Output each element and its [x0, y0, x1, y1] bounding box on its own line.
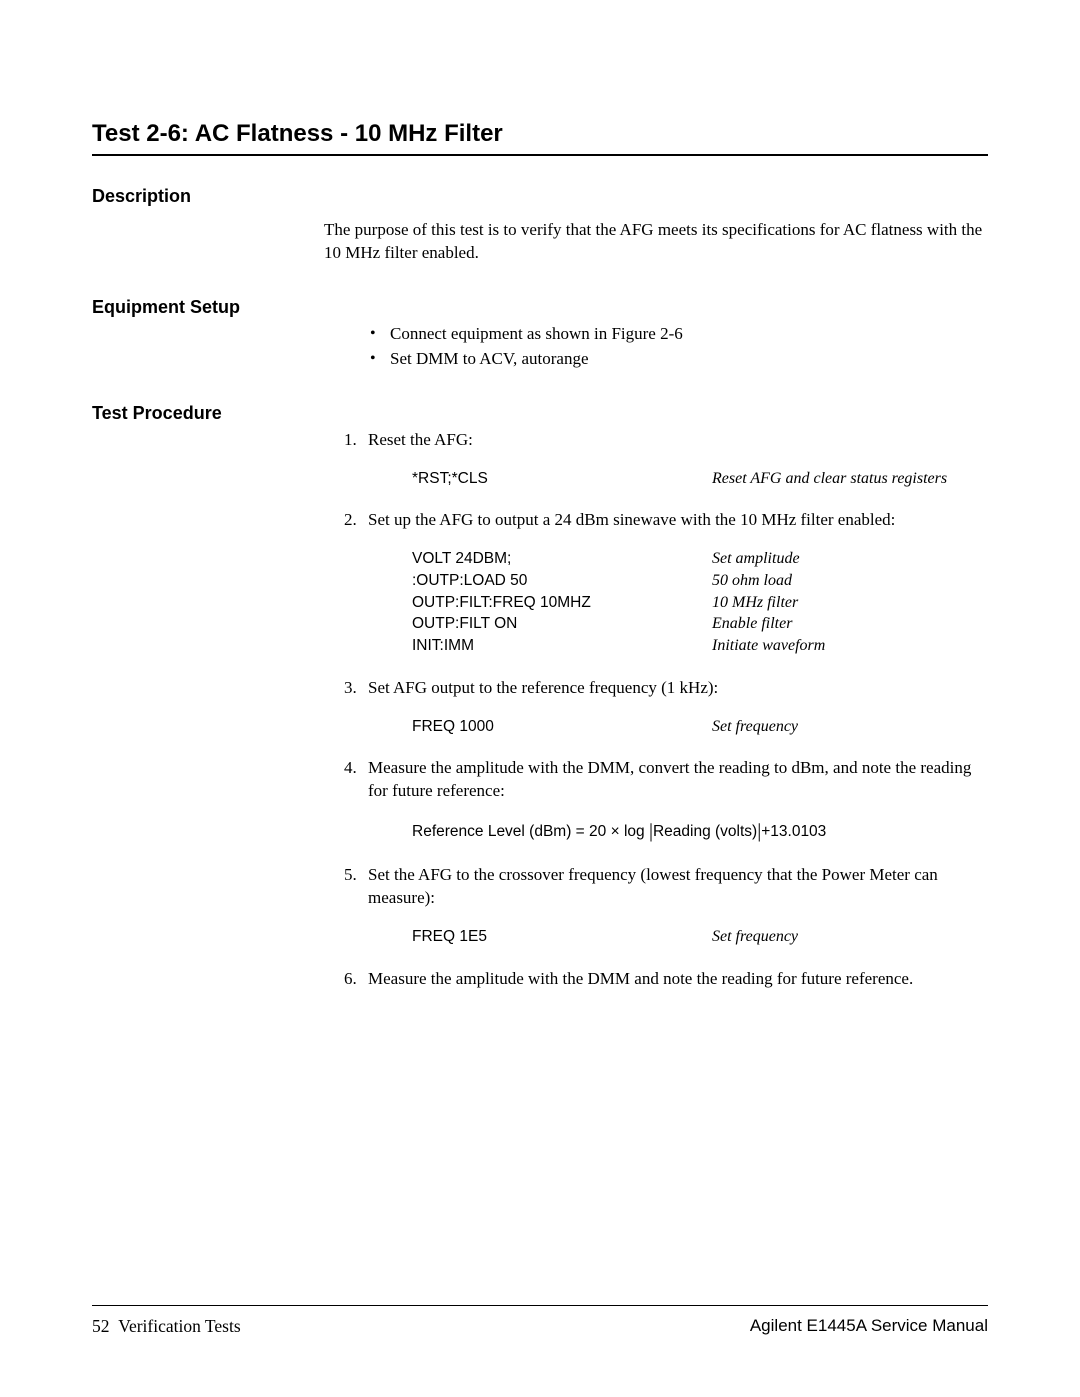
procedure-step: 2. Set up the AFG to output a 24 dBm sin… [344, 509, 988, 656]
step-text: Set AFG output to the reference frequenc… [368, 678, 718, 697]
equipment-bullet: Connect equipment as shown in Figure 2-6 [370, 323, 988, 346]
command-annotation: Set amplitude [712, 548, 825, 570]
procedure-step: 3. Set AFG output to the reference frequ… [344, 677, 988, 738]
command-annotation: Set frequency [712, 926, 798, 948]
footer-section-label: Verification Tests [118, 1316, 240, 1336]
command-line: OUTP:FILT ON [412, 613, 712, 635]
step-number: 2. [344, 509, 357, 532]
step-text: Reset the AFG: [368, 430, 473, 449]
page-footer: 52 Verification Tests Agilent E1445A Ser… [92, 1305, 988, 1337]
command-line: :OUTP:LOAD 50 [412, 570, 712, 592]
step-number: 6. [344, 968, 357, 991]
step-text: Set up the AFG to output a 24 dBm sinewa… [368, 510, 895, 529]
command-line: *RST;*CLS [412, 468, 712, 490]
step-number: 3. [344, 677, 357, 700]
command-annotation: Initiate waveform [712, 635, 825, 657]
description-text: The purpose of this test is to verify th… [324, 219, 988, 265]
procedure-heading: Test Procedure [92, 401, 324, 1011]
step-number: 4. [344, 757, 357, 780]
command-line: INIT:IMM [412, 635, 712, 657]
procedure-step: 4. Measure the amplitude with the DMM, c… [344, 757, 988, 844]
equipment-bullet: Set DMM to ACV, autorange [370, 348, 988, 371]
procedure-step: 5. Set the AFG to the crossover frequenc… [344, 864, 988, 948]
command-annotation: Enable filter [712, 613, 825, 635]
step-text: Set the AFG to the crossover frequency (… [368, 865, 938, 907]
step-text: Measure the amplitude with the DMM, conv… [368, 758, 971, 800]
footer-manual-label: Agilent E1445A Service Manual [750, 1316, 988, 1337]
procedure-step: 1. Reset the AFG: *RST;*CLS Reset AFG an… [344, 429, 988, 490]
equipment-heading: Equipment Setup [92, 295, 324, 389]
description-heading: Description [92, 184, 324, 207]
command-line: OUTP:FILT:FREQ 10MHZ [412, 592, 712, 614]
command-annotation: Set frequency [712, 716, 798, 738]
command-annotation: Reset AFG and clear status registers [712, 468, 947, 490]
command-line: FREQ 1E5 [412, 926, 712, 948]
step-text: Measure the amplitude with the DMM and n… [368, 969, 913, 988]
command-line: VOLT 24DBM; [412, 548, 712, 570]
step-number: 1. [344, 429, 357, 452]
step-number: 5. [344, 864, 357, 887]
formula-line: Reference Level (dBm) = 20 × log |Readin… [368, 817, 988, 844]
procedure-step: 6. Measure the amplitude with the DMM an… [344, 968, 988, 991]
page-number: 52 [92, 1316, 110, 1336]
command-line: FREQ 1000 [412, 716, 712, 738]
command-annotation: 50 ohm load [712, 570, 825, 592]
command-annotation: 10 MHz filter [712, 592, 825, 614]
page-title: Test 2-6: AC Flatness - 10 MHz Filter [92, 120, 988, 156]
